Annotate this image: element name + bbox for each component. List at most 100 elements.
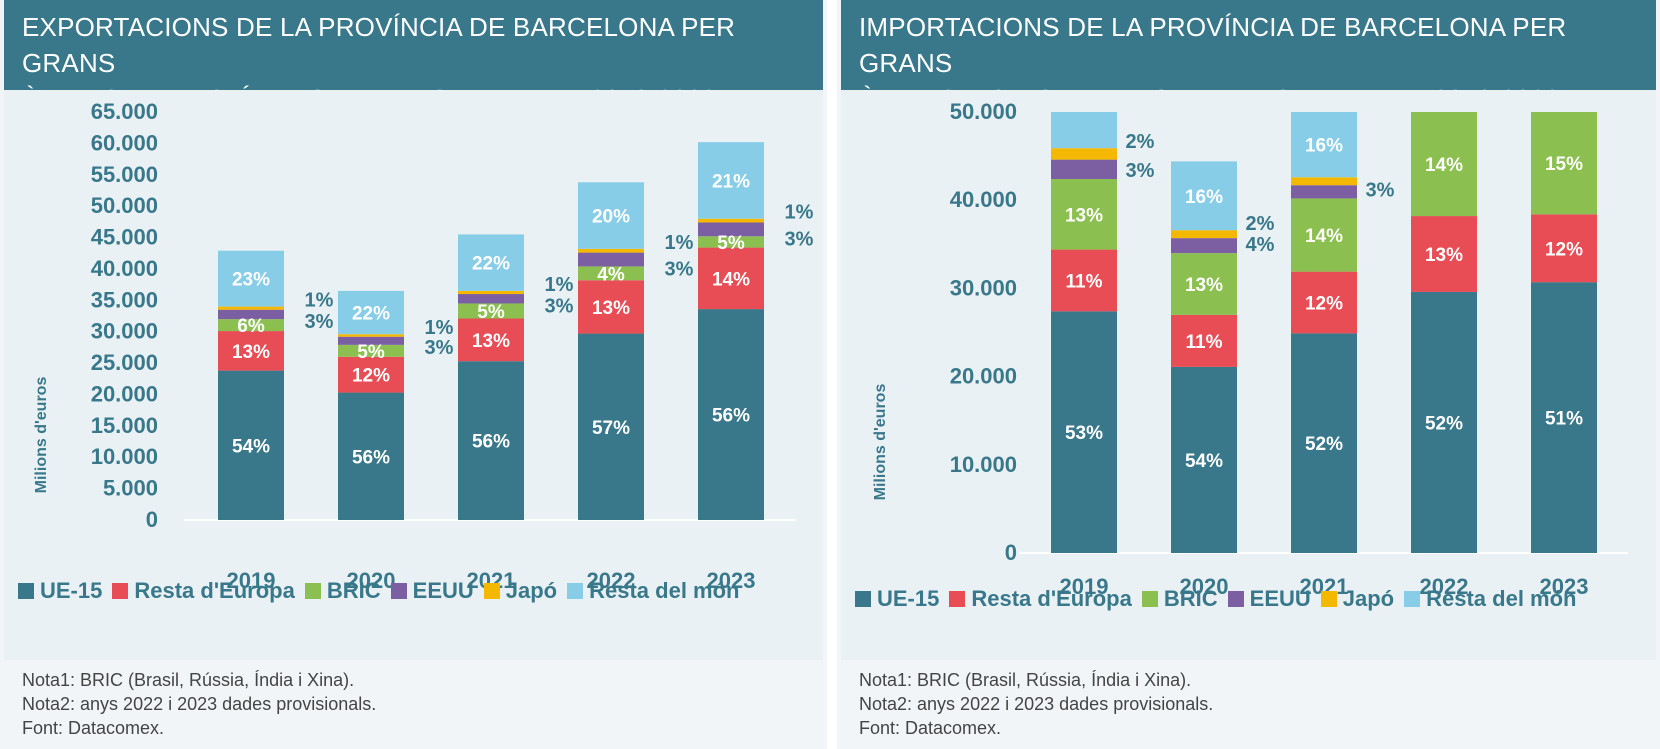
data-label-resta-del-mon-2021: 16% <box>1305 136 1343 157</box>
y-tick-label: 0 <box>146 507 158 532</box>
bar-eeuu-2020 <box>1171 238 1237 254</box>
x-tick-label: 2022 <box>587 568 636 593</box>
data-label-eeuu-2022: 3% <box>665 258 694 280</box>
legend-swatch <box>949 591 966 607</box>
bar-bric-2023 <box>698 236 764 248</box>
y-tick-label: 30.000 <box>950 275 1017 300</box>
import-chart-area: 0 10.000 20.000 30.000 40.000 50.000 Milions d… <box>841 90 1656 660</box>
y-tick-label: 50.000 <box>950 99 1017 124</box>
legend-swatch <box>483 583 500 599</box>
data-label-resta-d-europa-2019: 11% <box>1066 271 1103 292</box>
y-tick-label: 40.000 <box>950 187 1017 212</box>
legend-swatch <box>18 583 34 599</box>
y-tick-label: 40.000 <box>91 256 158 281</box>
bar-resta-del-mon-2019 <box>1051 112 1117 149</box>
bar-eeuu-2023 <box>698 222 764 237</box>
bar-eeuu-2019 <box>218 309 284 320</box>
bar-resta-d-europa-2022 <box>578 280 644 334</box>
legend-item-eeuu: EEUU <box>1227 586 1311 612</box>
data-label-bric-2023: 15% <box>1545 154 1583 175</box>
data-label-bric-2019: 6% <box>237 316 265 337</box>
data-label-japo-2022: 1% <box>665 232 694 254</box>
data-label-japo-2020: 2% <box>1246 213 1275 235</box>
data-label-ue-15-2021: 52% <box>1305 434 1343 455</box>
bar-resta-del-mon-2021 <box>1291 112 1357 178</box>
legend-label: EEUU <box>412 578 474 603</box>
bar-bric-2019 <box>1051 179 1117 250</box>
import-note2: Nota2: anys 2022 i 2023 dades provisiona… <box>859 694 1214 714</box>
data-label-resta-del-mon-2022: 20% <box>592 207 630 228</box>
y-tick-label: 55.000 <box>91 162 158 187</box>
legend-label: UE-15 <box>40 578 103 603</box>
y-tick-label: 45.000 <box>91 225 158 250</box>
legend-swatch <box>1227 591 1244 607</box>
export-notes: Nota1: BRIC (Brasil, Rússia, Índia i Xin… <box>22 668 376 740</box>
legend-item-japo: Japó <box>1320 586 1395 612</box>
legend-label: Resta d'Europa <box>971 586 1132 611</box>
legend-swatch <box>1141 591 1158 607</box>
bar-resta-del-mon-2023 <box>698 142 764 219</box>
bar-ue-15-2023 <box>698 309 764 520</box>
data-label-eeuu-2021: 3% <box>545 295 574 317</box>
y-tick-label: 0 <box>1005 540 1017 565</box>
bar-japo-2021 <box>1291 177 1357 186</box>
y-tick-label: 60.000 <box>91 130 158 155</box>
data-label-resta-d-europa-2021: 12% <box>1305 294 1343 315</box>
data-label-resta-d-europa-2022: 13% <box>1425 245 1463 266</box>
data-label-resta-d-europa-2020: 12% <box>352 366 390 387</box>
bar-resta-d-europa-2021 <box>1291 271 1357 334</box>
bar-resta-d-europa-2022 <box>1411 216 1477 292</box>
legend-label: EEUU <box>1249 586 1311 611</box>
legend-item-eeuu: EEUU <box>390 578 474 604</box>
data-label-resta-del-mon-2019: 23% <box>232 270 270 291</box>
data-label-bric-2020: 13% <box>1185 275 1223 296</box>
export-note1: Nota1: BRIC (Brasil, Rússia, Índia i Xin… <box>22 670 355 690</box>
x-tick-label: 2019 <box>1060 574 1109 599</box>
legend-swatch <box>112 583 129 599</box>
legend-swatch <box>855 591 871 607</box>
bar-bric-2023 <box>1531 112 1597 215</box>
bar-japo-2023 <box>698 218 764 223</box>
bar-resta-del-mon-2021 <box>458 234 524 291</box>
data-label-bric-2021: 14% <box>1305 226 1343 247</box>
bar-resta-d-europa-2023 <box>1531 214 1597 283</box>
bar-eeuu-2020 <box>338 336 404 345</box>
legend-label: Japó <box>505 578 558 603</box>
import-panel: IMPORTACIONS DE LA PROVÍNCIA DE BARCELON… <box>837 0 1660 749</box>
data-label-bric-2022: 4% <box>597 264 625 285</box>
data-label-resta-del-mon-2020: 22% <box>352 304 390 325</box>
export-chart-area: 0 5.000 10.000 15.000 20.000 25.000 30.000 35.0… <box>4 90 823 660</box>
x-tick-label: 2019 <box>227 568 276 593</box>
legend-item-bric: BRIC <box>1141 586 1218 612</box>
bar-ue-15-2023 <box>1531 282 1597 553</box>
x-tick-label: 2023 <box>707 568 756 593</box>
y-tick-label: 5.000 <box>103 476 158 501</box>
legend-item-resta-del-mon: Resta del món <box>1404 586 1577 612</box>
import-title: IMPORTACIONS DE LA PROVÍNCIA DE BARCELON… <box>841 0 1656 114</box>
data-label-resta-del-mon-2020: 16% <box>1185 187 1223 208</box>
legend-item-ue-15: UE-15 <box>855 586 939 612</box>
bar-ue-15-2021 <box>1291 333 1357 553</box>
data-label-ue-15-2019: 54% <box>232 436 270 457</box>
y-tick-label: 20.000 <box>950 364 1017 389</box>
y-tick-label: 65.000 <box>91 99 158 124</box>
data-label-resta-d-europa-2023: 12% <box>1545 239 1583 260</box>
y-tick-label: 50.000 <box>91 193 158 218</box>
x-tick-label: 2023 <box>1540 574 1589 599</box>
bar-ue-15-2020 <box>338 392 404 520</box>
legend-label: Japó <box>1342 586 1395 611</box>
legend-label: BRIC <box>1163 586 1218 611</box>
data-label-ue-15-2023: 56% <box>712 406 750 427</box>
bar-ue-15-2022 <box>1411 291 1477 553</box>
legend-swatch <box>304 583 321 599</box>
bar-ue-15-2020 <box>1171 366 1237 553</box>
legend-item-resta-d-europa: Resta d'Europa <box>112 578 295 604</box>
bar-bric-2020 <box>1171 253 1237 315</box>
data-label-resta-d-europa-2020: 11% <box>1186 332 1223 353</box>
y-tick-label: 10.000 <box>950 452 1017 477</box>
legend-label: Resta del món <box>589 578 740 603</box>
bar-bric-2020 <box>338 344 404 357</box>
data-label-eeuu-2020: 4% <box>1246 234 1275 256</box>
export-title-line1: EXPORTACIONS DE LA PROVÍNCIA DE BARCELON… <box>22 12 736 78</box>
y-tick-label: 30.000 <box>91 319 158 344</box>
